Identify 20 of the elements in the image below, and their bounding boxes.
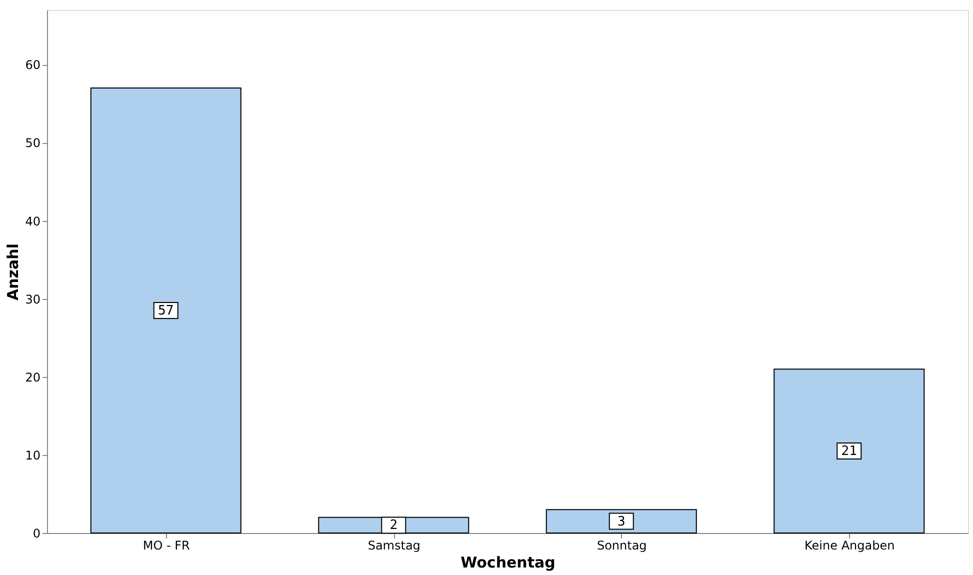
x-axis-title: Wochentag	[460, 554, 556, 572]
bar	[90, 88, 242, 534]
x-tick-label: MO - FR	[142, 538, 190, 552]
y-tick-label: 20	[25, 370, 40, 384]
y-tick-label: 60	[25, 58, 40, 72]
y-axis-title: Anzahl	[4, 244, 22, 300]
bar	[546, 509, 697, 534]
y-tick-label: 30	[25, 292, 40, 306]
y-tick-label: 10	[25, 448, 40, 462]
data-label: 2	[390, 518, 398, 534]
x-tick-label: Sonntag	[596, 538, 647, 552]
x-tick-label: Samstag	[368, 538, 420, 552]
data-label: 21	[841, 444, 857, 460]
y-tick-label: 0	[32, 526, 40, 540]
data-label: 3	[617, 514, 626, 530]
x-tick-label: Keine Angaben	[804, 538, 895, 552]
bar	[774, 368, 925, 534]
y-tick-label: 40	[25, 214, 40, 228]
data-label: 57	[158, 304, 174, 319]
y-tick-label: 50	[25, 136, 40, 150]
